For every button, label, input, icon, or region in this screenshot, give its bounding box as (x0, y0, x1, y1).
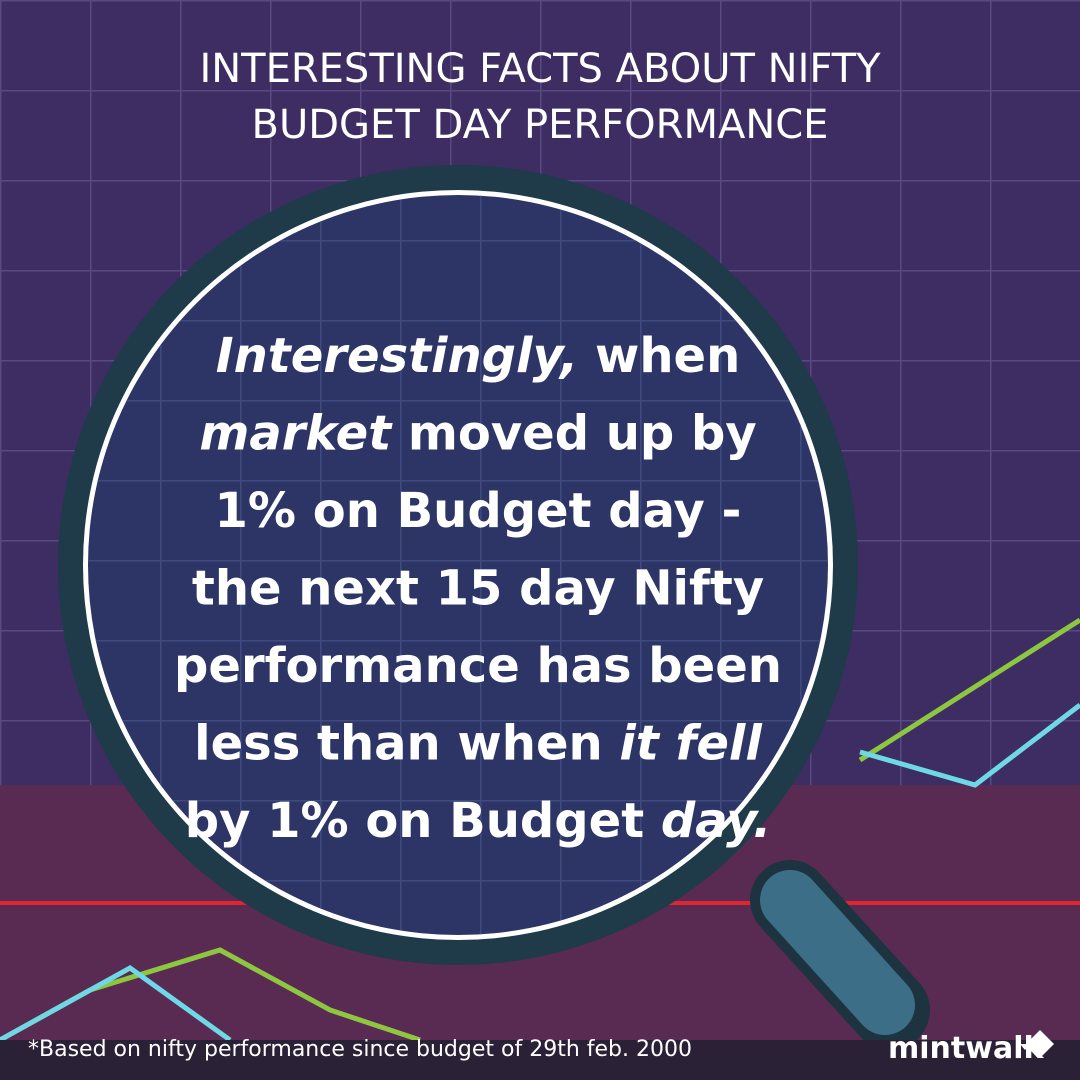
body-line: less than when it fell (194, 716, 762, 772)
body-segment: it fell (619, 716, 762, 772)
body-segment: 1% on Budget day - (215, 483, 742, 539)
body-line: Interestingly, when (216, 328, 740, 384)
body-line: the next 15 day Nifty (192, 561, 764, 617)
title-line: BUDGET DAY PERFORMANCE (252, 102, 829, 148)
footer-bar (0, 1040, 1080, 1080)
body-line: market moved up by (199, 406, 756, 462)
body-segment: market (199, 406, 393, 462)
body-segment: when (578, 328, 740, 384)
body-segment: performance has been (174, 638, 782, 694)
brand-icon (1020, 1030, 1054, 1058)
cyan-line (0, 965, 232, 1043)
body-segment: the next 15 day Nifty (192, 561, 764, 617)
body-segment: by 1% on Budget (185, 793, 661, 849)
body-segment: day. (661, 793, 771, 849)
magnifier (58, 165, 930, 1050)
body-line: by 1% on Budget day. (185, 793, 772, 849)
body-line: 1% on Budget day - (215, 483, 742, 539)
body-text: Interestingly, when market moved up by 1% … (174, 328, 782, 849)
body-segment: less than when (194, 716, 619, 772)
green-line-right (858, 617, 1080, 763)
cyan-line-right (859, 703, 1080, 788)
footnote: *Based on nifty performance since budget… (28, 1037, 692, 1062)
body-segment: moved up by (391, 406, 757, 462)
body-segment: Interestingly, (216, 328, 579, 384)
title-line: INTERESTING FACTS ABOUT NIFTY (199, 46, 881, 92)
brand: mintwalk (888, 1031, 1044, 1066)
body-line: performance has been (174, 638, 782, 694)
